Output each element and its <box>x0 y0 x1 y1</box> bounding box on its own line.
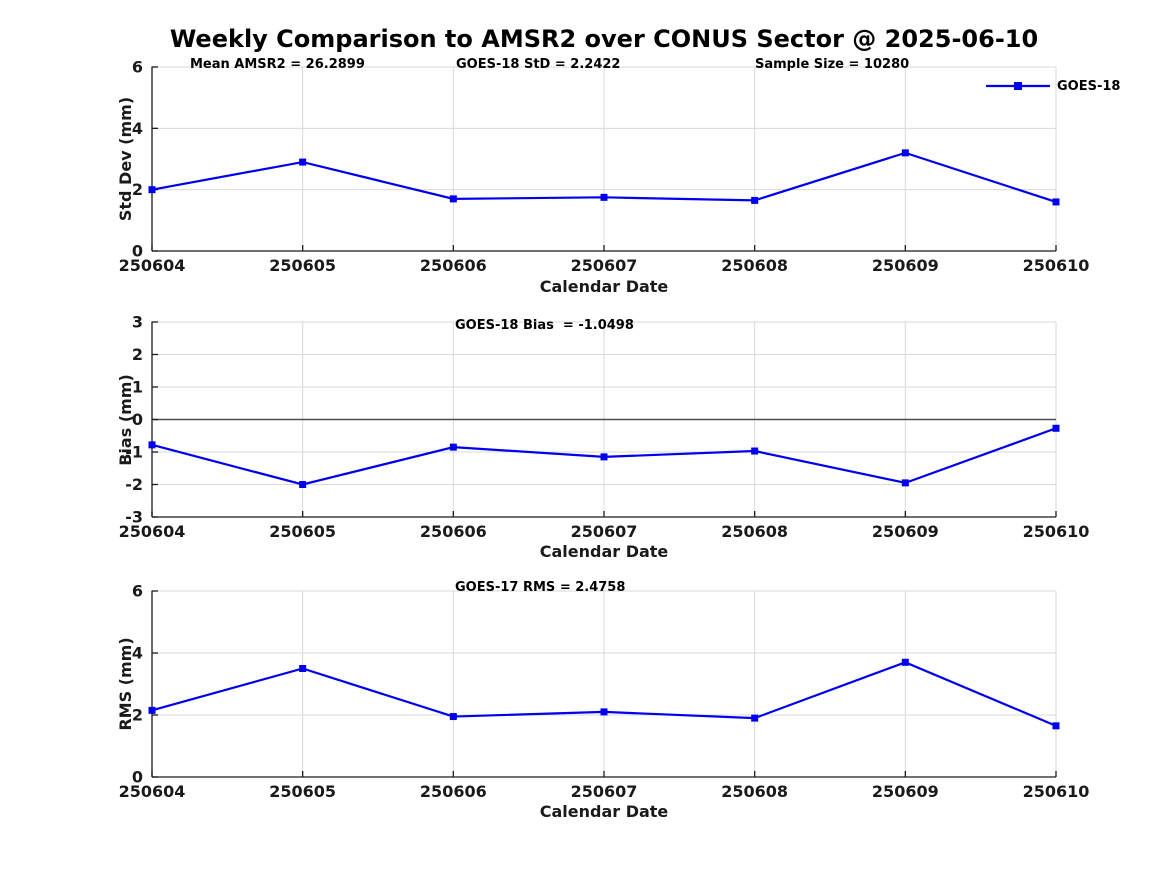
data-point-marker <box>901 149 909 157</box>
y-tick-label: 6 <box>132 58 143 77</box>
legend-label: GOES-18 <box>1057 78 1121 94</box>
data-point-marker <box>299 481 307 488</box>
legend-line-sample <box>986 82 1050 90</box>
data-point-marker <box>449 713 457 721</box>
y-tick-label: 4 <box>132 119 143 138</box>
data-point-marker <box>148 441 156 449</box>
annotation-mean-amsr2: Mean AMSR2 = 26.2899 <box>190 57 365 72</box>
data-point-marker <box>1052 424 1060 432</box>
x-tick-label: 250608 <box>721 522 788 541</box>
x-tick-label: 250608 <box>721 782 788 801</box>
x-tick-label: 250608 <box>721 256 788 275</box>
legend: GOES-18 <box>985 78 1120 94</box>
x-tick-label: 250610 <box>1023 522 1090 541</box>
y-tick-label: 0 <box>132 768 143 787</box>
data-point-marker <box>751 196 759 204</box>
y-axis-label-rms: RMS (mm) <box>116 637 135 731</box>
data-point-marker <box>299 665 307 672</box>
x-tick-label: 250604 <box>119 782 186 801</box>
x-tick-label: 250605 <box>269 256 336 275</box>
annotation-goes17-rms: GOES-17 RMS = 2.4758 <box>455 580 626 595</box>
x-tick-label: 250610 <box>1023 782 1090 801</box>
x-tick-label: 250607 <box>571 256 638 275</box>
figure-title: Weekly Comparison to AMSR2 over CONUS Se… <box>169 25 1039 53</box>
y-tick-label: 2 <box>132 706 143 725</box>
x-tick-label: 250606 <box>420 256 487 275</box>
x-tick-label: 250604 <box>119 256 186 275</box>
data-point-marker <box>1052 198 1060 206</box>
x-tick-label: 250606 <box>420 522 487 541</box>
data-point-marker <box>751 714 759 722</box>
x-tick-label: 250609 <box>872 522 939 541</box>
data-point-marker <box>1052 722 1060 730</box>
y-tick-label: 3 <box>132 313 143 332</box>
x-tick-label: 250606 <box>420 782 487 801</box>
y-tick-label: 0 <box>132 242 143 261</box>
data-point-marker <box>299 158 307 166</box>
x-tick-label: 250607 <box>571 522 638 541</box>
annotation-goes18-bias: GOES-18 Bias = -1.0498 <box>455 318 634 333</box>
x-axis-label-std-dev: Calendar Date <box>539 277 669 296</box>
y-tick-label: 2 <box>132 180 143 199</box>
y-tick-label: 1 <box>132 378 143 397</box>
y-tick-label: -2 <box>125 475 143 494</box>
x-tick-label: 250609 <box>872 782 939 801</box>
y-tick-label: 0 <box>132 410 143 429</box>
x-tick-label: 250605 <box>269 782 336 801</box>
legend-marker-icon <box>1014 82 1022 90</box>
x-tick-label: 250607 <box>571 782 638 801</box>
x-tick-label: 250604 <box>119 522 186 541</box>
data-point-marker <box>901 479 909 487</box>
data-point-marker <box>600 453 608 461</box>
x-tick-label: 250605 <box>269 522 336 541</box>
y-tick-label: 6 <box>132 582 143 601</box>
data-point-marker <box>449 195 457 203</box>
y-tick-label: 2 <box>132 345 143 364</box>
annotation-goes18-std: GOES-18 StD = 2.2422 <box>456 57 621 72</box>
data-point-marker <box>600 708 608 716</box>
x-tick-label: 250609 <box>872 256 939 275</box>
data-point-marker <box>148 186 156 194</box>
data-point-marker <box>901 658 909 666</box>
data-point-marker <box>600 193 608 201</box>
x-axis-label-rms: Calendar Date <box>539 802 669 821</box>
data-point-marker <box>148 706 156 714</box>
data-point-marker <box>751 447 759 455</box>
y-axis-label-std-dev: Std Dev (mm) <box>116 96 135 222</box>
x-axis-label-bias: Calendar Date <box>539 542 669 561</box>
y-tick-label: -1 <box>125 443 143 462</box>
x-tick-label: 250610 <box>1023 256 1090 275</box>
y-axis-label-bias: Bias (mm) <box>116 374 135 466</box>
y-tick-label: 4 <box>132 644 143 663</box>
data-point-marker <box>449 443 457 451</box>
annotation-sample-size: Sample Size = 10280 <box>755 57 910 72</box>
y-tick-label: -3 <box>125 508 143 527</box>
